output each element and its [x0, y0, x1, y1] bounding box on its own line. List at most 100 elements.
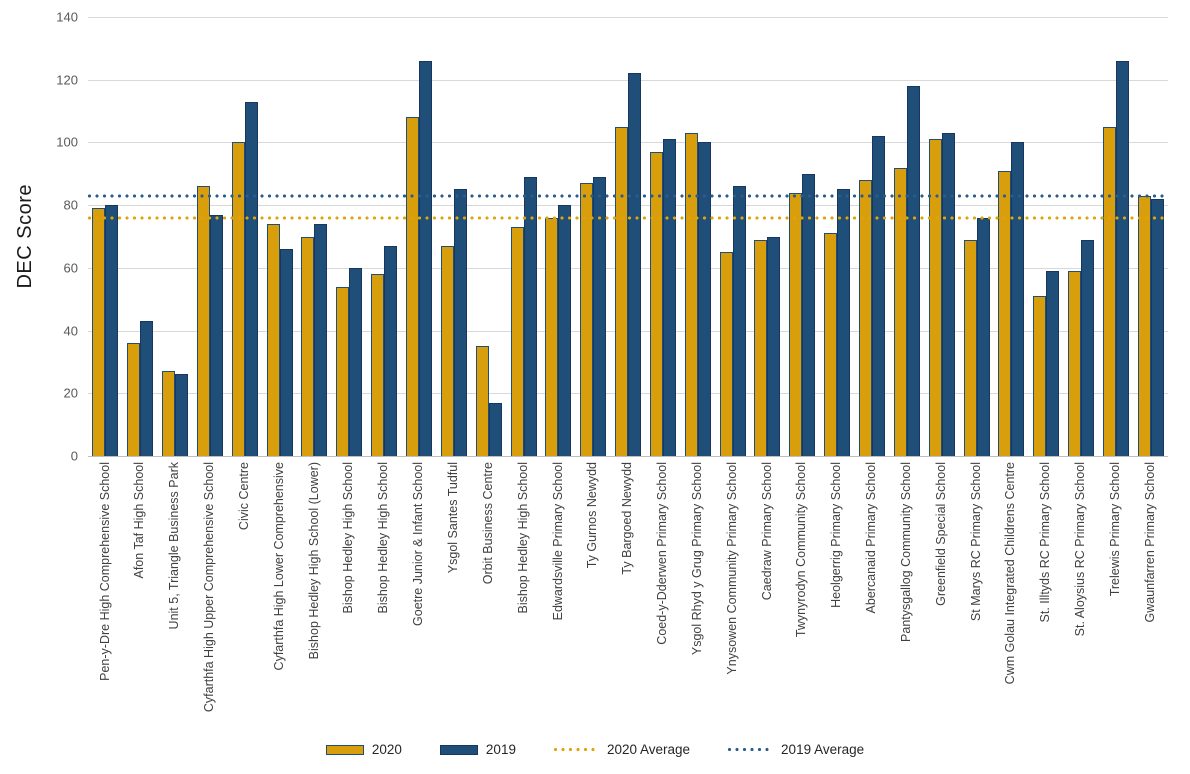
bar-group — [506, 17, 541, 456]
bar-group — [785, 17, 820, 456]
bar-group — [924, 17, 959, 456]
bar-2020 — [615, 126, 629, 456]
x-axis-label: Orbit Business Centre — [480, 462, 495, 585]
bar-2019 — [1150, 198, 1164, 456]
bar-group — [367, 17, 402, 456]
legend-swatch-2019 — [439, 744, 478, 755]
bar-2020 — [928, 139, 942, 456]
legend-label: 2020 Average — [606, 742, 691, 757]
x-axis-label-cell: Pantysgallog Community School — [889, 462, 924, 728]
bar-2020 — [1033, 296, 1047, 456]
y-axis-tick: 80 — [63, 197, 78, 213]
bar-2019 — [976, 217, 990, 456]
bar-2020 — [789, 192, 803, 456]
x-axis-label-cell: Cyfarthfa High Lower Comprehensive — [262, 462, 297, 728]
x-axis-label-cell: St. Illtyds RC Primary School — [1029, 462, 1064, 728]
legend-item-2020: 2020 — [325, 742, 402, 757]
x-axis-label: Afon Taf High School — [132, 462, 147, 579]
x-axis-label-cell: Cyfarthfa High Upper Comprehensive Schoo… — [193, 462, 228, 728]
legend-label: 2020 — [371, 742, 402, 757]
bar-2019 — [802, 173, 816, 456]
x-axis-label-cell: Orbit Business Centre — [471, 462, 506, 728]
bar-2020 — [406, 117, 420, 456]
bar-2019 — [662, 139, 676, 456]
bar-2019 — [419, 60, 433, 456]
legend-label: 2019 Average — [781, 742, 865, 757]
y-axis-tick: 120 — [56, 72, 78, 88]
legend-swatch-2019-average — [728, 748, 774, 751]
bar-2019 — [140, 321, 154, 456]
bar-2019 — [871, 136, 885, 456]
x-axis-label: Bishop Hedley High School — [515, 462, 530, 614]
bar-2020 — [545, 217, 559, 456]
x-axis-label-cell: Heolgerrig Primary School — [820, 462, 855, 728]
bar-group — [193, 17, 228, 456]
bar-group — [471, 17, 506, 456]
bar-2019 — [523, 176, 537, 456]
bar-group — [750, 17, 785, 456]
bar-group — [646, 17, 681, 456]
bar-2020 — [336, 286, 350, 456]
bar-2020 — [440, 245, 454, 456]
x-axis-label-cell: Gwaunfarren Primary School — [1133, 462, 1168, 728]
bar-2020 — [127, 343, 141, 456]
x-axis-label: Greenfield Special School — [933, 462, 948, 606]
x-axis-label: Unit 5, Triangle Business Park — [167, 462, 182, 630]
bar-group — [820, 17, 855, 456]
x-axis-label: St. Aloysius RC Primary School — [1073, 462, 1088, 637]
bar-2020 — [998, 170, 1012, 456]
legend-item-2020-average: 2020 Average — [553, 742, 691, 757]
bar-2020 — [301, 236, 315, 456]
x-axis-label: Civic Centre — [236, 462, 251, 531]
legend-swatch-2020-average — [553, 748, 599, 751]
bar-2020 — [963, 239, 977, 456]
bar-2020 — [684, 133, 698, 456]
bar-group — [262, 17, 297, 456]
x-axis-label: Coed-y-Dderwen Primary School — [655, 462, 670, 645]
average-line-2020 — [88, 216, 1168, 220]
bar-group — [332, 17, 367, 456]
x-axis-label: Bishop Hedley High School — [376, 462, 391, 614]
bar-group — [994, 17, 1029, 456]
legend: 2020 2019 2020 Average 2019 Average — [0, 742, 1190, 757]
bar-2019 — [732, 186, 746, 456]
gridline — [88, 17, 1168, 18]
y-axis-tick: 140 — [56, 9, 78, 25]
x-axis-label: Cyfarthfa High Upper Comprehensive Schoo… — [202, 462, 217, 713]
bar-group — [1133, 17, 1168, 456]
x-axis-label-cell: Twynyrodyn Community School — [785, 462, 820, 728]
bar-2019 — [697, 142, 711, 456]
x-axis-label: Goetre Junior & Infant School — [411, 462, 426, 626]
x-axis-label: Pen-y-Dre High Comprehensive School — [97, 462, 112, 681]
bar-2019 — [244, 101, 258, 456]
bar-group — [541, 17, 576, 456]
bar-2019 — [349, 267, 363, 456]
y-axis-tick: 60 — [63, 260, 78, 276]
bar-2019 — [384, 245, 398, 456]
x-axis-label: Ysgol Rhyd y Grug Primary School — [689, 462, 704, 656]
bar-2020 — [893, 167, 907, 456]
x-axis-label: Ty Gurnos Newydd — [585, 462, 600, 569]
bar-2019 — [314, 223, 328, 456]
legend-swatch-2020 — [325, 744, 364, 755]
x-axis-label: Bishop Hedley High School (Lower) — [306, 462, 321, 660]
x-axis-label-cell: Goetre Junior & Infant School — [402, 462, 437, 728]
x-axis-label-cell: Cwm Golau Integrated Childrens Centre — [994, 462, 1029, 728]
bar-group — [576, 17, 611, 456]
bar-group — [715, 17, 750, 456]
x-axis-label-cell: St. Aloysius RC Primary School — [1064, 462, 1099, 728]
bar-group — [436, 17, 471, 456]
bar-2020 — [1137, 195, 1151, 456]
average-line-2019 — [88, 194, 1168, 198]
bar-2019 — [906, 86, 920, 456]
x-axis-label: Cyfarthfa High Lower Comprehensive — [271, 462, 286, 671]
bar-2020 — [649, 151, 663, 456]
x-axis-label-cell: Edwardsville Primary School — [541, 462, 576, 728]
x-axis-label-cell: Ty Bargoed Newydd — [611, 462, 646, 728]
bar-group — [1098, 17, 1133, 456]
bar-group — [123, 17, 158, 456]
x-axis-label-cell: Unit 5, Triangle Business Park — [158, 462, 193, 728]
bar-group — [1029, 17, 1064, 456]
bar-group — [227, 17, 262, 456]
bar-2020 — [580, 183, 594, 456]
